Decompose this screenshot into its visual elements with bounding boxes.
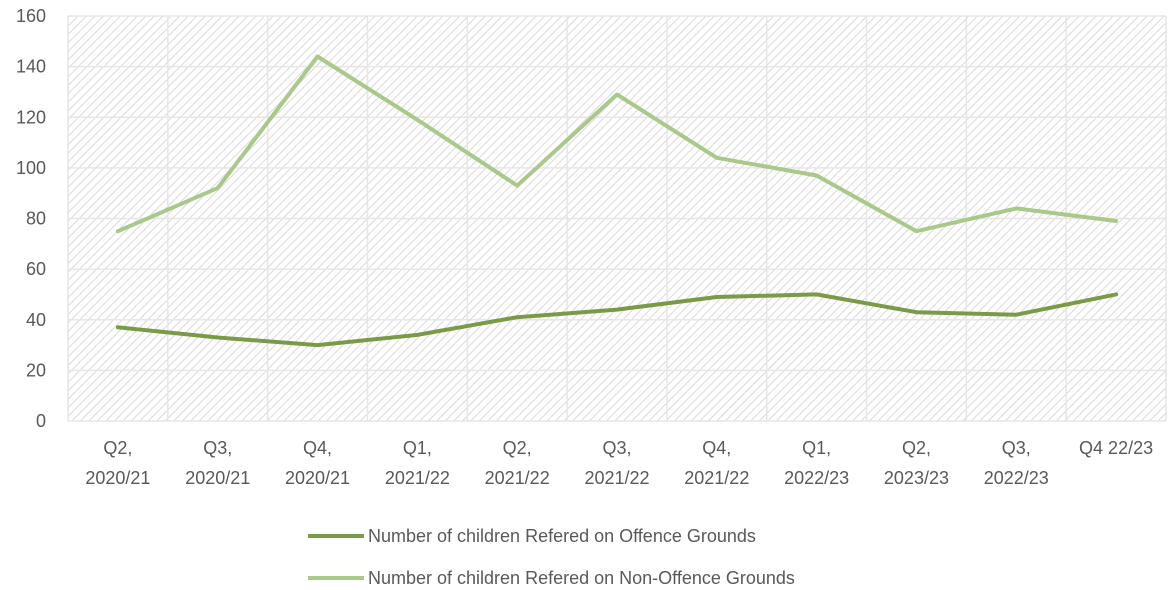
y-tick-label: 20 [26, 360, 46, 380]
x-tick-label-line: 2021/22 [584, 468, 649, 488]
x-tick-label: Q4, 2020/21 [285, 438, 350, 488]
y-tick-label: 40 [26, 310, 46, 330]
x-tick-label: Q3, 2021/22 [584, 438, 649, 488]
y-tick-label: 160 [16, 6, 46, 26]
x-tick-label-line: 2021/22 [485, 468, 550, 488]
x-tick-label: Q2, 2023/23 [884, 438, 949, 488]
legend-item-offence: Number of children Refered on Offence Gr… [308, 524, 756, 548]
x-tick-label-line: 2020/21 [285, 468, 350, 488]
legend-label-offence: Number of children Refered on Offence Gr… [368, 525, 756, 546]
x-tick-label-line: 2022/23 [784, 468, 849, 488]
x-tick-label: Q3, 2020/21 [185, 438, 250, 488]
y-tick-label: 60 [26, 259, 46, 279]
x-tick-label-line: 2020/21 [85, 468, 150, 488]
y-tick-label: 120 [16, 107, 46, 127]
series-line-0 [115, 292, 1119, 348]
x-tick-label-line: Q3, [602, 438, 631, 458]
y-tick-label: 140 [16, 57, 46, 77]
legend-swatch-offence [308, 534, 364, 538]
x-tick-label: Q1, 2022/23 [784, 438, 849, 488]
chart-canvas: 0 20 40 60 80 100 120 140 160 Q2, 2020/21 Q3, 2020/… [16, 6, 1167, 488]
x-tick-label-line: Q3, [203, 438, 232, 458]
x-tick-label-line: 2020/21 [185, 468, 250, 488]
x-tick-label-line: Q1, [802, 438, 831, 458]
x-tick-label-line: 2022/23 [984, 468, 1049, 488]
x-tick-label-line: Q2, [503, 438, 532, 458]
x-tick-label: Q4 22/23 [1079, 438, 1153, 458]
y-tick-label: 80 [26, 209, 46, 229]
x-tick-label-line: Q4 22/23 [1079, 438, 1153, 458]
x-tick-label-line: Q4, [303, 438, 332, 458]
x-tick-label-line: Q2, [902, 438, 931, 458]
x-tick-label: Q2, 2021/22 [485, 438, 550, 488]
series-line-1 [115, 54, 1119, 234]
x-tick-label-line: Q3, [1002, 438, 1031, 458]
x-tick-label: Q3, 2022/23 [984, 438, 1049, 488]
x-tick-label-line: 2021/22 [684, 468, 749, 488]
legend-swatch-non-offence [308, 576, 364, 580]
x-tick-label: Q1, 2021/22 [385, 438, 450, 488]
legend-label-non-offence: Number of children Refered on Non-Offenc… [368, 567, 795, 588]
y-tick-label: 0 [36, 411, 46, 431]
legend-item-non-offence: Number of children Refered on Non-Offenc… [308, 566, 795, 590]
x-tick-label: Q4, 2021/22 [684, 438, 749, 488]
x-tick-label-line: Q2, [103, 438, 132, 458]
x-tick-label-line: Q1, [403, 438, 432, 458]
x-tick-label: Q2, 2020/21 [85, 438, 150, 488]
x-tick-label-line: 2021/22 [385, 468, 450, 488]
x-tick-label-line: 2023/23 [884, 468, 949, 488]
x-tick-label-line: Q4, [702, 438, 731, 458]
y-tick-label: 100 [16, 158, 46, 178]
